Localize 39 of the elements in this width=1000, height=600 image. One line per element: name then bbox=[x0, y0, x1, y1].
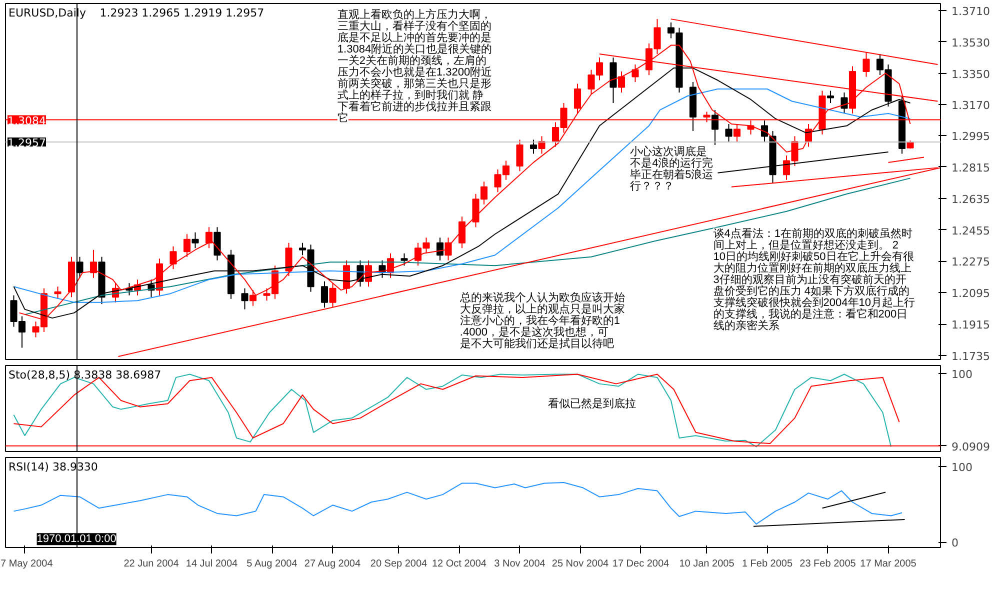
x-tick-label: 23 Feb 2005 bbox=[800, 558, 856, 570]
x-tick-label: 1 Feb 2005 bbox=[742, 558, 793, 570]
x-tick-label: 22 Jun 2004 bbox=[124, 558, 180, 570]
y-tick-label: 1.3710 bbox=[952, 4, 990, 18]
x-tick-label: 10 Jan 2005 bbox=[679, 558, 735, 570]
y-tick-label: 1.1735 bbox=[952, 350, 990, 364]
y-tick-label: 1.2995 bbox=[952, 130, 990, 143]
x-tick-label: 17 Mar 2005 bbox=[860, 558, 917, 570]
annotation: 总的来说我个人认为欧负应该开始大反弹拉，以上的观点只是叫大家注意小心的，我在今年看好欧的1.4000，是不是这次我也想，可是不大可能我们还是拭目以待吧 bbox=[458, 290, 625, 350]
text: 谈4点看法：1在前期的双底的刺破虽然时间上对上，但是位置好想还没走到。 210日的均线刚好刺破50日在它上升会有很大的阻力位置刚好在前期的双底压力线上3仔细的观察目前为止没有突破前天的开盘价受到它的压力 4如果下方双底行成的支撑线突破很快就会到2004年10月起上行的支撑线，我说的是注意：看它和200日线的亲密关系 bbox=[713, 228, 916, 332]
x-tick-label: 27 Aug 2004 bbox=[304, 558, 361, 570]
y-tick-label: 1.2635 bbox=[952, 192, 990, 206]
annotation: 看似已然是到底拉 bbox=[548, 397, 636, 410]
chart-subtitle: 1.2923 1.2965 1.2919 1.2957 bbox=[100, 6, 264, 20]
y-tick-label: 1.2095 bbox=[952, 287, 990, 300]
x-tick-label: 20 Sep 2004 bbox=[370, 558, 428, 570]
x-tick-label: 3 Nov 2004 bbox=[494, 558, 546, 570]
y-tick-label: 100 bbox=[952, 461, 972, 474]
annotation: 1970.01.01 0:00 bbox=[36, 533, 116, 546]
x-tick-label: 5 Aug 2004 bbox=[246, 558, 298, 570]
y-tick-label: 9.0909 bbox=[952, 440, 990, 454]
y-tick-label: 100 bbox=[952, 368, 972, 381]
y-tick-label: 1.3530 bbox=[952, 36, 990, 50]
y-tick-label: 1.1915 bbox=[952, 318, 990, 332]
annotation: 小心这次调底是不是4浪的运行完毕正在朝着5浪运行？？？ bbox=[630, 144, 714, 192]
text: 直观上看欧负的上方压力大啊，三重大山，看样子没有个坚固的底是不足以上冲的首先要冲的是1.3084附近的关口也是很关键的一关2关在前期的颈线，左肩的压力不会小也就是在1.3200附近前两关突破，那第三关也只是形式上的样子拉，到时我们就 静下看着它前进的步伐拉并且紧跟它 bbox=[337, 8, 492, 124]
x-tick-label: 12 Oct 2004 bbox=[432, 558, 487, 570]
x-tick-label: 7 May 2004 bbox=[0, 558, 54, 570]
x-tick-label: 14 Jul 2004 bbox=[186, 558, 238, 570]
y-tick-label: 1.2275 bbox=[952, 256, 990, 269]
ref-line-label: 1.3084 bbox=[8, 114, 46, 128]
y-tick-label: 1.2815 bbox=[952, 161, 990, 174]
y-tick-label: 1.3350 bbox=[952, 68, 990, 81]
y-tick-label: 1.3170 bbox=[952, 99, 990, 112]
ref-line-label: 1.2957 bbox=[8, 136, 46, 150]
x-tick-label: 25 Nov 2004 bbox=[552, 558, 610, 570]
y-tick-label: 0 bbox=[952, 536, 958, 550]
y-tick-label: 1.2455 bbox=[952, 224, 990, 238]
x-tick-label: 17 Dec 2004 bbox=[612, 558, 670, 570]
